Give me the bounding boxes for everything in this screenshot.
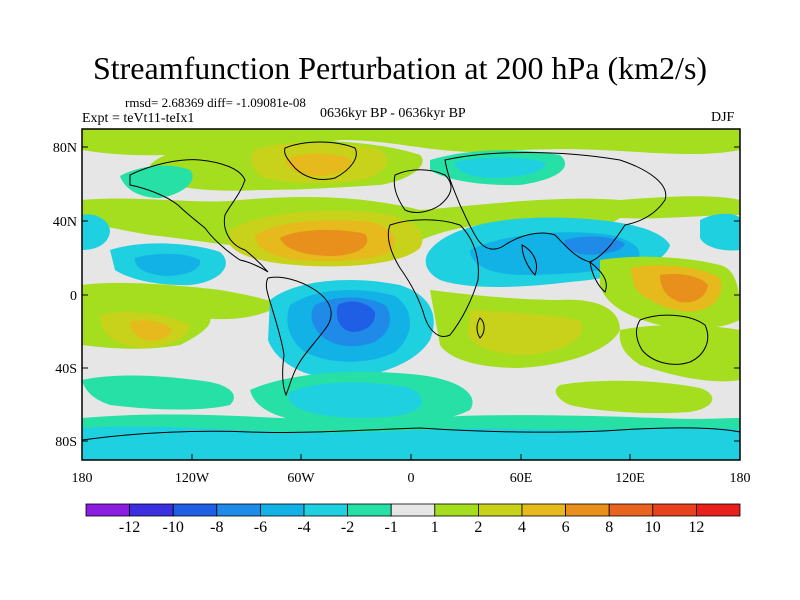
colorbar-swatch: [85, 503, 130, 517]
field-io-pos-2: [468, 310, 583, 356]
field-mc-pos-3: [660, 274, 708, 303]
field-siberia-core: [455, 157, 546, 178]
coastline-india: [521, 244, 537, 276]
field-se-pos: [619, 325, 740, 382]
lon-label: 60W: [287, 471, 315, 486]
coastline-antarctica: [82, 427, 740, 441]
coastline-asia: [444, 152, 667, 263]
colorbar-label: 1: [431, 519, 439, 536]
lat-label: 40S: [55, 362, 77, 377]
colorbar-swatch: [652, 503, 697, 517]
field-wpac-neg: [82, 214, 110, 250]
coastline-se-asia: [589, 260, 607, 293]
colorbar-swatch: [521, 503, 566, 517]
colorbar-swatch: [608, 503, 654, 517]
colorbar-label: 8: [605, 519, 613, 536]
colorbar-swatch: [434, 503, 479, 517]
lat-label: 40N: [53, 215, 77, 230]
axis-ticks: [82, 146, 740, 460]
coastline-europe: [393, 169, 452, 213]
field-atl-pos-3: [280, 229, 368, 256]
coastline-north-america: [129, 159, 269, 273]
colorbar-labels: -12 -10 -8 -6 -4 -2 -1 1 2 4 6 8 10 12: [119, 519, 704, 536]
colorbar-swatch: [390, 503, 436, 517]
colorbar-swatch: [565, 503, 610, 517]
season-label: DJF: [711, 110, 735, 125]
field-antarctic-core: [82, 426, 740, 460]
colorbar: [85, 503, 741, 517]
colorbar-swatch: [303, 503, 348, 517]
colorbar-label: 6: [562, 519, 570, 536]
lon-label: 0: [408, 471, 415, 486]
map-title: Streamfunction Perturbation at 200 hPa (…: [92, 50, 708, 86]
coastline-south-america: [265, 276, 332, 397]
coastline-greenland: [284, 141, 357, 181]
field-pac-neg-2: [134, 253, 201, 276]
lon-label: 120E: [615, 471, 645, 486]
colorbar-label: -6: [254, 519, 267, 536]
colorbar-label: 12: [688, 519, 704, 536]
field-asia-neg-3: [564, 236, 625, 255]
lat-label: 80N: [53, 141, 77, 156]
field-sa-neg-core: [336, 301, 376, 332]
colorbar-label: -8: [210, 519, 223, 536]
lat-label: 80S: [55, 435, 77, 450]
lon-label: 60E: [510, 471, 533, 486]
streamfunction-field: [82, 129, 740, 460]
lat-label: 0: [70, 289, 77, 304]
colorbar-label: 4: [518, 519, 526, 536]
latitude-labels: 80N 40N 0 40S 80S: [53, 141, 77, 450]
period-label: 0636kyr BP - 0636kyr BP: [320, 106, 466, 121]
colorbar-swatch: [129, 503, 174, 517]
field-npac-neg: [120, 165, 193, 198]
experiment-label: Expt = teVt11-teIx1: [82, 111, 195, 126]
field-so-mid-neg-2: [288, 382, 422, 418]
lon-label: 180: [730, 471, 751, 486]
field-so-e-pos: [555, 380, 713, 414]
lon-label: 120W: [175, 471, 210, 486]
colorbar-label: -1: [385, 519, 398, 536]
field-epac-neg: [700, 213, 740, 251]
longitude-labels: 180 120W 60W 0 60E 120E 180: [72, 471, 751, 486]
coastline-africa: [387, 219, 479, 337]
field-spac-pos-3: [130, 320, 172, 341]
colorbar-label: -12: [119, 519, 140, 536]
colorbar-label: -10: [163, 519, 184, 536]
field-so-w-neg: [82, 375, 234, 410]
colorbar-swatch: [477, 503, 523, 517]
coastlines: [82, 141, 740, 441]
colorbar-swatch: [216, 503, 261, 517]
colorbar-label: 2: [474, 519, 482, 536]
colorbar-swatch: [172, 503, 218, 517]
colorbar-swatch: [259, 503, 305, 517]
colorbar-swatch: [696, 503, 741, 517]
lon-label: 180: [72, 471, 93, 486]
field-greenland-core: [285, 153, 351, 176]
rmsd-label: rmsd= 2.68369 diff= -1.09081e-08: [125, 95, 306, 110]
colorbar-label: 10: [645, 519, 661, 536]
colorbar-label: -4: [297, 519, 310, 536]
colorbar-swatch: [347, 503, 392, 517]
coastline-australia: [635, 314, 709, 365]
colorbar-label: -2: [341, 519, 354, 536]
coastline-madagascar: [476, 317, 485, 339]
